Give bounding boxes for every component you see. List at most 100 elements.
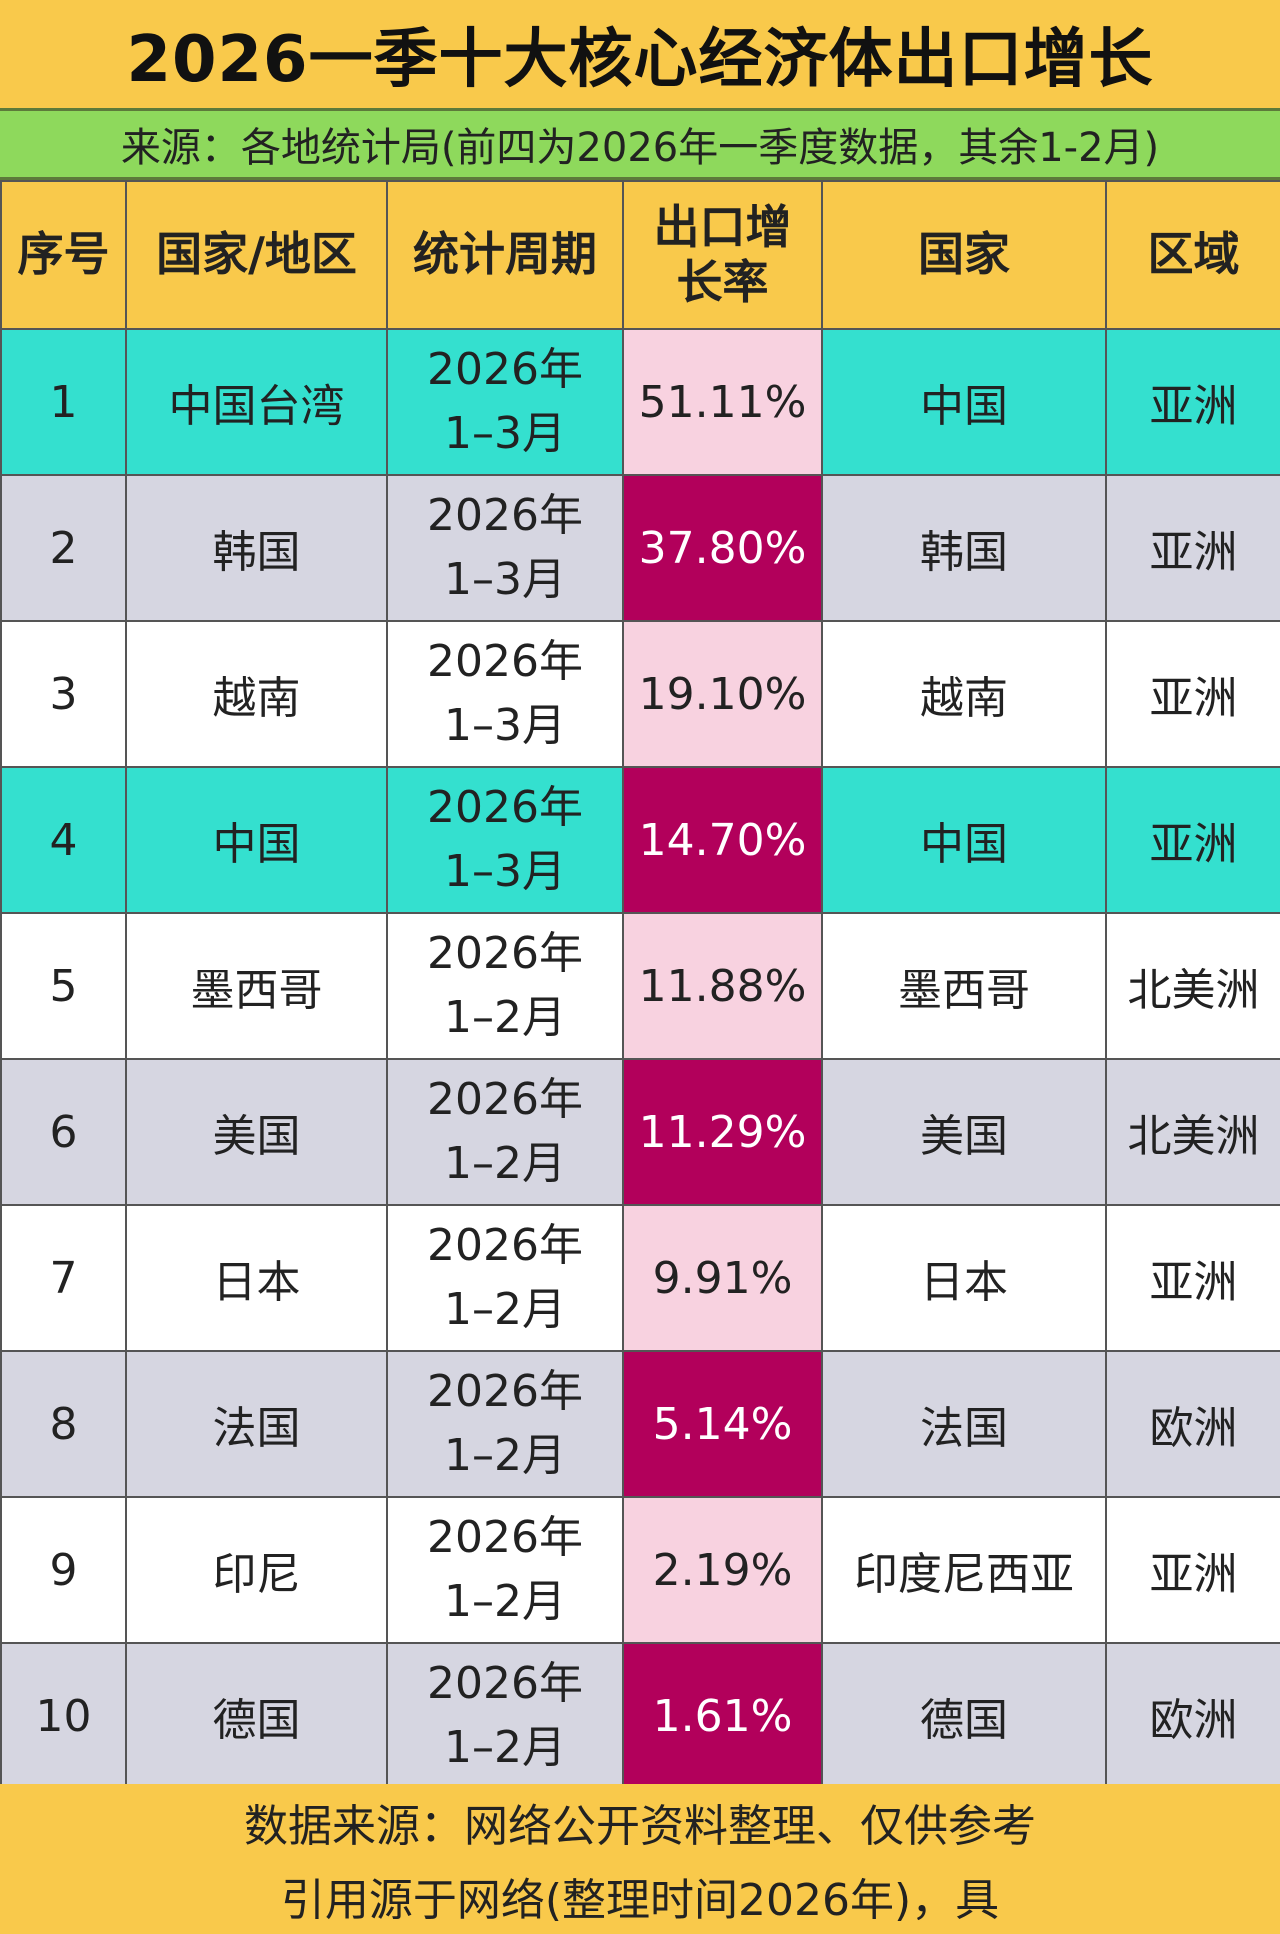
cell-country: 墨西哥 bbox=[821, 912, 1107, 1060]
cell-rate: 51.11% bbox=[622, 328, 823, 476]
period-year: 2026年 bbox=[427, 344, 583, 396]
cell-period: 2026年 1–2月 bbox=[386, 912, 624, 1060]
period-year: 2026年 bbox=[427, 1220, 583, 1272]
cell-area: 亚洲 bbox=[1105, 620, 1280, 768]
table-row: 8 法国 2026年 1–2月 5.14% 法国 欧洲 bbox=[0, 1350, 1280, 1498]
table-row: 1 中国台湾 2026年 1–3月 51.11% 中国 亚洲 bbox=[0, 328, 1280, 476]
cell-period: 2026年 1–2月 bbox=[386, 1058, 624, 1206]
cell-index: 7 bbox=[0, 1204, 127, 1352]
header-area: 区域 bbox=[1105, 180, 1280, 330]
period-year: 2026年 bbox=[427, 1366, 583, 1418]
cell-area: 北美洲 bbox=[1105, 912, 1280, 1060]
cell-period: 2026年 1–3月 bbox=[386, 328, 624, 476]
header-index: 序号 bbox=[0, 180, 127, 330]
cell-country: 中国 bbox=[821, 328, 1107, 476]
cell-region: 墨西哥 bbox=[125, 912, 388, 1060]
cell-period: 2026年 1–2月 bbox=[386, 1204, 624, 1352]
table-row: 4 中国 2026年 1–3月 14.70% 中国 亚洲 bbox=[0, 766, 1280, 914]
cell-index: 2 bbox=[0, 474, 127, 622]
period-months: 1–3月 bbox=[444, 846, 566, 897]
cell-area: 亚洲 bbox=[1105, 766, 1280, 914]
period-year: 2026年 bbox=[427, 1658, 583, 1710]
footer-source-note: 数据来源：网络公开资料整理、仅供参考 bbox=[244, 1801, 1036, 1852]
cell-country: 越南 bbox=[821, 620, 1107, 768]
cell-area: 欧洲 bbox=[1105, 1642, 1280, 1790]
cell-country: 日本 bbox=[821, 1204, 1107, 1352]
cell-region: 韩国 bbox=[125, 474, 388, 622]
cell-country: 韩国 bbox=[821, 474, 1107, 622]
cell-period: 2026年 1–3月 bbox=[386, 766, 624, 914]
table-row: 5 墨西哥 2026年 1–2月 11.88% 墨西哥 北美洲 bbox=[0, 912, 1280, 1060]
cell-period: 2026年 1–2月 bbox=[386, 1642, 624, 1790]
cell-period: 2026年 1–2月 bbox=[386, 1496, 624, 1644]
cell-index: 5 bbox=[0, 912, 127, 1060]
cell-area: 亚洲 bbox=[1105, 1496, 1280, 1644]
cell-period: 2026年 1–3月 bbox=[386, 620, 624, 768]
cell-rate: 9.91% bbox=[622, 1204, 823, 1352]
cell-area: 欧洲 bbox=[1105, 1350, 1280, 1498]
period-months: 1–2月 bbox=[444, 1138, 566, 1189]
page-title: 2026一季十大核心经济体出口增长 bbox=[126, 23, 1154, 97]
cell-rate: 11.29% bbox=[622, 1058, 823, 1206]
table-row: 10 德国 2026年 1–2月 1.61% 德国 欧洲 bbox=[0, 1642, 1280, 1790]
period-year: 2026年 bbox=[427, 1074, 583, 1126]
cell-index: 6 bbox=[0, 1058, 127, 1206]
period-months: 1–2月 bbox=[444, 1430, 566, 1481]
cell-rate: 19.10% bbox=[622, 620, 823, 768]
period-months: 1–3月 bbox=[444, 554, 566, 605]
table-header-row: 序号 国家/地区 统计周期 出口增 长率 国家 区域 bbox=[0, 180, 1280, 330]
cell-rate: 5.14% bbox=[622, 1350, 823, 1498]
cell-area: 亚洲 bbox=[1105, 474, 1280, 622]
period-year: 2026年 bbox=[427, 636, 583, 688]
table-row: 2 韩国 2026年 1–3月 37.80% 韩国 亚洲 bbox=[0, 474, 1280, 622]
cell-period: 2026年 1–3月 bbox=[386, 474, 624, 622]
period-months: 1–2月 bbox=[444, 1284, 566, 1335]
cell-area: 亚洲 bbox=[1105, 1204, 1280, 1352]
cell-country: 德国 bbox=[821, 1642, 1107, 1790]
footer: 数据来源：网络公开资料整理、仅供参考 引用源于网络(整理时间2026年)，具 bbox=[0, 1784, 1280, 1934]
cell-index: 10 bbox=[0, 1642, 127, 1790]
cell-index: 8 bbox=[0, 1350, 127, 1498]
period-months: 1–3月 bbox=[444, 408, 566, 459]
cell-region: 日本 bbox=[125, 1204, 388, 1352]
cell-index: 9 bbox=[0, 1496, 127, 1644]
cell-index: 1 bbox=[0, 328, 127, 476]
cell-country: 法国 bbox=[821, 1350, 1107, 1498]
cell-region: 中国台湾 bbox=[125, 328, 388, 476]
period-year: 2026年 bbox=[427, 490, 583, 542]
period-year: 2026年 bbox=[427, 928, 583, 980]
export-growth-table: 序号 国家/地区 统计周期 出口增 长率 国家 区域 1 中国台湾 2026年 1… bbox=[0, 180, 1280, 1790]
cell-country: 中国 bbox=[821, 766, 1107, 914]
period-months: 1–3月 bbox=[444, 700, 566, 751]
header-region: 国家/地区 bbox=[125, 180, 388, 330]
cell-region: 法国 bbox=[125, 1350, 388, 1498]
cell-region: 美国 bbox=[125, 1058, 388, 1206]
header-rate-line2: 长率 bbox=[676, 255, 769, 309]
cell-rate: 37.80% bbox=[622, 474, 823, 622]
header-country: 国家 bbox=[821, 180, 1107, 330]
cell-area: 亚洲 bbox=[1105, 328, 1280, 476]
cell-rate: 2.19% bbox=[622, 1496, 823, 1644]
cell-region: 中国 bbox=[125, 766, 388, 914]
header-rate-line1: 出口增 bbox=[653, 199, 792, 254]
header-rate: 出口增 长率 bbox=[622, 180, 823, 330]
cell-rate: 14.70% bbox=[622, 766, 823, 914]
period-months: 1–2月 bbox=[444, 1722, 566, 1773]
table-row: 7 日本 2026年 1–2月 9.91% 日本 亚洲 bbox=[0, 1204, 1280, 1352]
cell-period: 2026年 1–2月 bbox=[386, 1350, 624, 1498]
period-year: 2026年 bbox=[427, 782, 583, 834]
period-year: 2026年 bbox=[427, 1512, 583, 1564]
period-months: 1–2月 bbox=[444, 1576, 566, 1627]
footer-citation-note: 引用源于网络(整理时间2026年)，具 bbox=[280, 1875, 1000, 1926]
cell-rate: 11.88% bbox=[622, 912, 823, 1060]
cell-index: 3 bbox=[0, 620, 127, 768]
cell-region: 越南 bbox=[125, 620, 388, 768]
period-months: 1–2月 bbox=[444, 992, 566, 1043]
cell-area: 北美洲 bbox=[1105, 1058, 1280, 1206]
header-period: 统计周期 bbox=[386, 180, 624, 330]
cell-rate: 1.61% bbox=[622, 1642, 823, 1790]
table-row: 9 印尼 2026年 1–2月 2.19% 印度尼西亚 亚洲 bbox=[0, 1496, 1280, 1644]
table-row: 3 越南 2026年 1–3月 19.10% 越南 亚洲 bbox=[0, 620, 1280, 768]
cell-country: 美国 bbox=[821, 1058, 1107, 1206]
